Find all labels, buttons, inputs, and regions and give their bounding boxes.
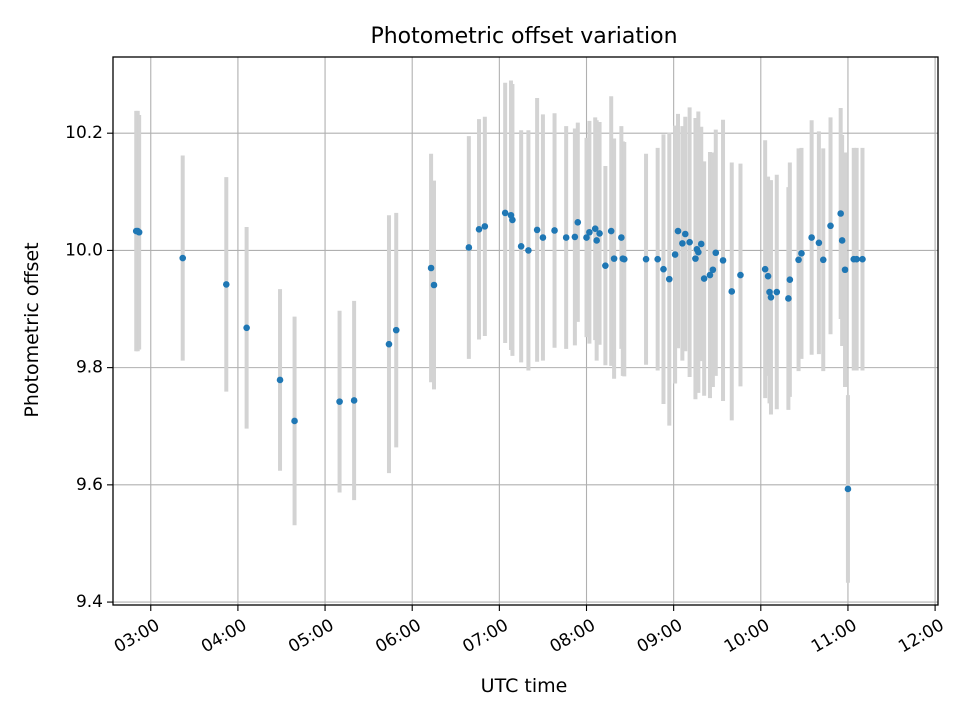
data-point [838,237,846,244]
data-point [481,223,489,230]
data-point [596,230,603,237]
data-point [773,288,781,296]
data-point [665,275,673,283]
data-point [660,265,667,273]
data-point [815,239,823,247]
data-point [551,227,558,234]
data-point [222,281,230,288]
data-point [795,256,802,264]
data-point [837,210,844,217]
data-point [276,376,284,384]
data-point [859,255,866,263]
y-tick-label: 9.4 [76,592,103,612]
marker-layer [132,209,866,493]
x-axis-label: UTC time [481,675,568,697]
data-point [243,324,250,332]
data-point [679,240,686,247]
data-point [819,256,827,264]
data-point [525,247,532,254]
plot-frame [112,56,939,606]
data-point [427,264,435,272]
data-point [654,255,661,263]
data-point [692,255,699,262]
data-point [785,295,792,302]
data-point [574,218,582,226]
data-point [841,266,849,274]
data-point [695,248,702,256]
data-point [517,243,525,250]
y-tick-label: 9.6 [76,475,103,495]
data-point [509,216,516,224]
data-point [709,266,717,274]
data-point [642,255,650,263]
y-axis-label: Photometric offset [21,242,43,417]
data-point [798,250,805,257]
data-point [681,230,689,238]
data-point [583,234,590,241]
data-point [827,222,834,230]
data-point [712,249,720,257]
data-point [533,226,541,234]
data-point [291,417,298,425]
data-point [786,276,794,284]
data-point [539,234,547,241]
data-point [430,281,438,289]
data-point [706,271,714,279]
data-point [392,326,400,334]
data-point [475,226,483,233]
data-point [719,257,727,264]
data-point [620,255,628,263]
data-point [179,254,187,262]
data-point [808,234,815,241]
data-point [336,398,343,405]
data-point [853,255,860,263]
data-point [501,209,509,217]
data-point [844,485,852,493]
data-point [607,227,615,235]
data-point [465,244,473,251]
data-point [591,225,599,233]
data-point [697,240,705,248]
data-point [674,227,682,235]
data-point [602,262,609,269]
data-point [562,234,570,241]
y-tick-label: 9.8 [76,358,103,378]
data-point [135,228,143,236]
data-point [737,271,744,279]
data-point [593,237,600,244]
data-point [618,234,625,241]
data-point [586,228,593,236]
data-point [571,233,579,241]
data-point [764,272,772,280]
data-point [728,288,736,295]
y-tick-label: 10.2 [65,123,103,143]
data-point [671,251,679,258]
data-point [385,340,393,348]
data-point [766,288,773,296]
data-point [350,397,358,404]
y-tick-label: 10.0 [65,240,103,260]
data-point [610,255,618,262]
data-point [686,238,693,246]
chart-title: Photometric offset variation [370,24,677,49]
data-point [767,293,775,301]
data-point [761,265,769,273]
data-point [700,275,708,282]
